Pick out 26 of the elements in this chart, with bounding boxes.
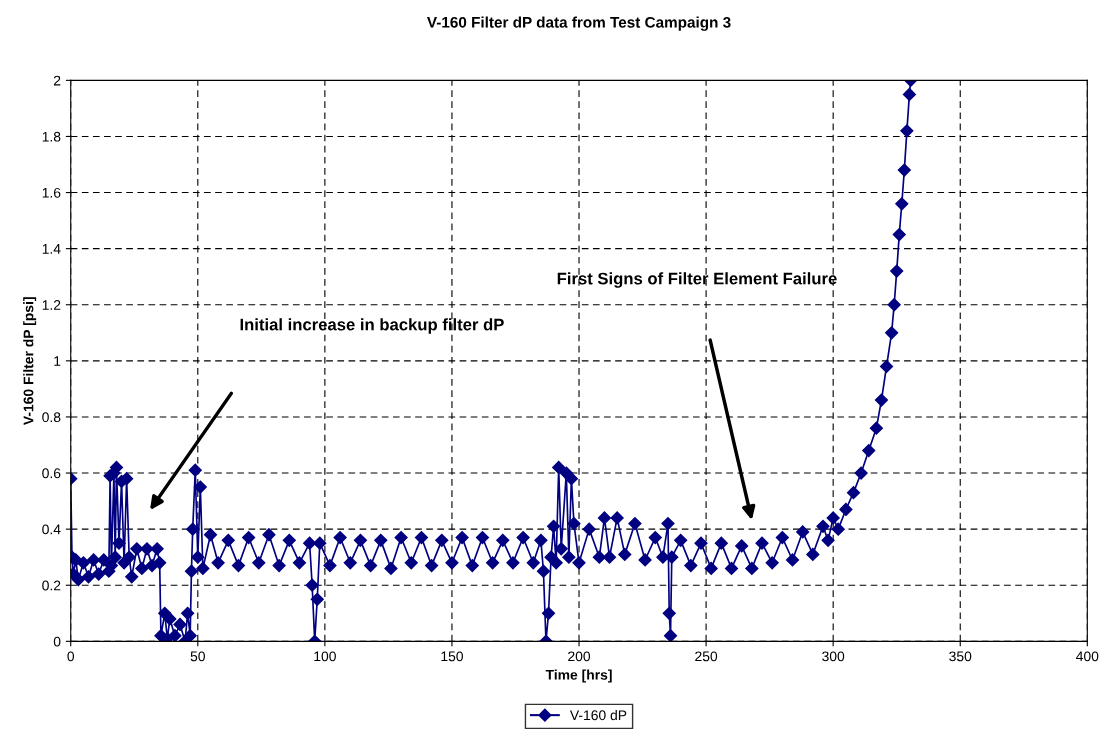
x-tick-label: 250 <box>695 651 718 662</box>
x-tick-label: 350 <box>949 651 972 662</box>
x-axis-title: Time [hrs] <box>545 669 612 683</box>
y-tick-label: 2 <box>53 75 61 86</box>
x-tick-label: 400 <box>1076 651 1099 662</box>
y-tick-label: 0.8 <box>42 412 61 423</box>
y-tick-label: 1 <box>54 356 61 366</box>
y-tick-label: 0 <box>53 636 61 647</box>
y-tick-label: 0.6 <box>42 468 61 479</box>
annotation: Initial increase in backup filter dP <box>240 318 504 334</box>
y-axis-title: V-160 Filter dP [psi] <box>23 297 37 426</box>
x-tick-label: 200 <box>568 651 591 662</box>
y-tick-label: 1.6 <box>42 187 61 198</box>
y-tick-label: 1.2 <box>42 300 61 310</box>
y-tick-label: 0.2 <box>42 580 61 591</box>
x-tick-label: 150 <box>441 651 463 662</box>
y-tick-label: 1.8 <box>42 131 61 142</box>
x-tick-label: 0 <box>67 651 75 662</box>
y-tick-label: 1.4 <box>42 244 61 254</box>
x-tick-label: 300 <box>822 651 845 662</box>
chart-title: V-160 Filter dP data from Test Campaign 3 <box>427 16 731 31</box>
y-tick-label: 0.4 <box>42 524 61 535</box>
annotation: First Signs of Filter Element Failure <box>557 272 837 288</box>
legend-label: V-160 dP <box>569 709 627 721</box>
x-tick-label: 100 <box>314 651 336 662</box>
x-tick-label: 50 <box>190 651 205 662</box>
